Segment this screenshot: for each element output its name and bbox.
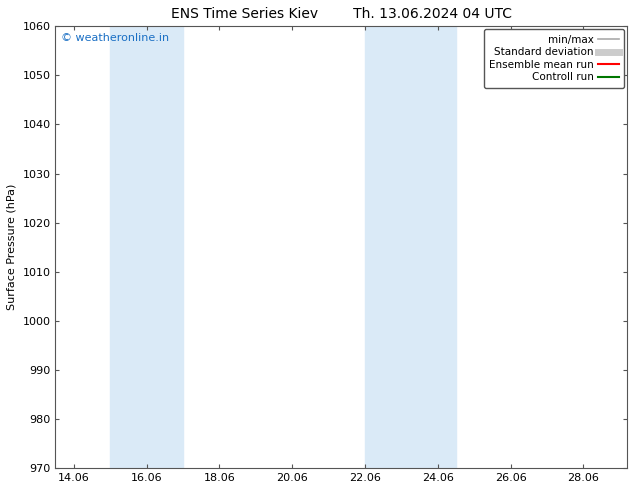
Y-axis label: Surface Pressure (hPa): Surface Pressure (hPa) [7,184,17,311]
Legend: min/max, Standard deviation, Ensemble mean run, Controll run: min/max, Standard deviation, Ensemble me… [484,29,624,88]
Bar [365,26,456,468]
Title: ENS Time Series Kiev        Th. 13.06.2024 04 UTC: ENS Time Series Kiev Th. 13.06.2024 04 U… [171,7,512,21]
Text: © weatheronline.in: © weatheronline.in [61,33,169,43]
Bar [110,26,183,468]
